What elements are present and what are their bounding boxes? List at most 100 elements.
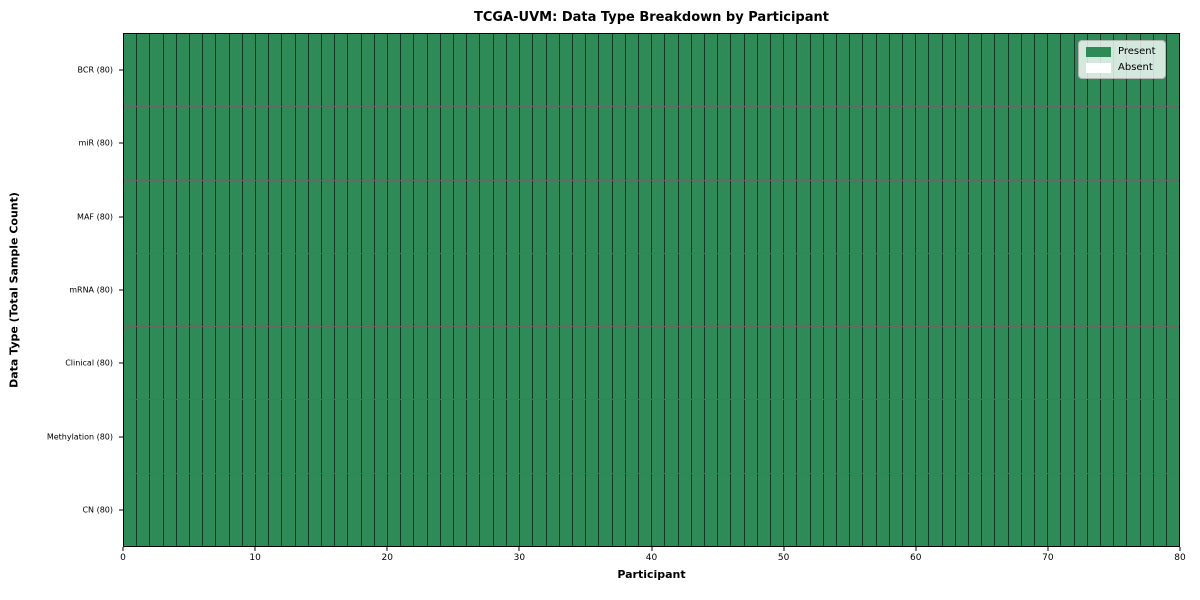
heatmap-cell — [1048, 400, 1062, 473]
heatmap-cell — [150, 400, 164, 473]
heatmap-row — [124, 107, 1180, 181]
heatmap-cell — [150, 180, 164, 253]
heatmap-cell — [1140, 473, 1154, 546]
heatmap-cell — [599, 253, 613, 327]
heatmap-cell — [1074, 107, 1088, 180]
heatmap-cell — [652, 107, 666, 180]
heatmap-cell — [1074, 253, 1088, 327]
heatmap-cell — [163, 180, 177, 253]
heatmap-cell — [691, 400, 705, 473]
heatmap-cell — [1035, 34, 1049, 107]
heatmap-cell — [836, 253, 851, 327]
heatmap-cell — [625, 34, 639, 107]
heatmap-cell — [388, 253, 402, 327]
heatmap-cell — [1140, 327, 1154, 400]
heatmap-cell — [969, 180, 983, 253]
heatmap-cell — [718, 327, 732, 400]
heatmap-cell — [467, 107, 481, 180]
heatmap-cell — [757, 180, 771, 253]
heatmap-cell — [546, 180, 560, 253]
heatmap-cell — [836, 34, 851, 107]
heatmap-cell — [229, 107, 243, 180]
heatmap-cell — [427, 253, 441, 327]
heatmap-cell — [1035, 473, 1049, 546]
heatmap-cell — [1140, 253, 1154, 327]
heatmap-cell — [902, 180, 917, 253]
heatmap-cell — [797, 253, 811, 327]
heatmap-cell — [308, 180, 323, 253]
heatmap-cell — [902, 400, 917, 473]
heatmap-cell — [256, 400, 270, 473]
heatmap-cell — [929, 34, 943, 107]
heatmap-cell — [1035, 253, 1049, 327]
legend-entry-label: Absent — [1118, 62, 1153, 73]
heatmap-cell — [836, 473, 851, 546]
heatmap-row — [124, 34, 1180, 108]
heatmap-cell — [731, 327, 745, 400]
heatmap-cell — [955, 34, 969, 107]
heatmap-cell — [388, 400, 402, 473]
heatmap-cell — [916, 253, 930, 327]
heatmap-cell — [520, 253, 534, 327]
heatmap-cell — [401, 327, 415, 400]
heatmap-cell — [625, 473, 639, 546]
heatmap-cell — [1074, 473, 1088, 546]
heatmap-cell — [401, 180, 415, 253]
x-tick-mark — [651, 547, 652, 551]
heatmap-cell — [256, 253, 270, 327]
heatmap-cell — [638, 327, 653, 400]
heatmap-cell — [1153, 180, 1168, 253]
y-tick-label: CN (80) — [82, 505, 113, 515]
heatmap-cell — [216, 107, 230, 180]
heatmap-cell — [572, 400, 587, 473]
y-axis: BCR (80) miR (80) MAF (80) mRNA (80) Clinica… — [0, 33, 123, 547]
heatmap-cell — [1061, 327, 1075, 400]
heatmap-cell — [1167, 473, 1180, 546]
heatmap-cell — [176, 253, 191, 327]
heatmap-cell — [533, 400, 547, 473]
heatmap-cell — [242, 327, 257, 400]
heatmap-cell — [454, 400, 468, 473]
heatmap-cell — [850, 253, 864, 327]
heatmap-cell — [691, 473, 705, 546]
heatmap-cell — [1114, 107, 1128, 180]
heatmap-cell — [427, 180, 441, 253]
plot-area — [123, 33, 1180, 547]
heatmap-cell — [797, 327, 811, 400]
heatmap-cell — [520, 400, 534, 473]
heatmap-cell — [916, 400, 930, 473]
heatmap-cell — [493, 327, 507, 400]
heatmap-cell — [269, 473, 283, 546]
heatmap-cell — [520, 34, 534, 107]
heatmap-cell — [1153, 327, 1168, 400]
heatmap-cell — [1021, 253, 1036, 327]
heatmap-cell — [454, 34, 468, 107]
heatmap-cell — [533, 34, 547, 107]
heatmap-cell — [546, 253, 560, 327]
chart-title: TCGA-UVM: Data Type Breakdown by Partici… — [474, 10, 829, 25]
x-tick-label: 80 — [1174, 553, 1186, 563]
heatmap-cell — [1140, 180, 1154, 253]
heatmap-cell — [506, 34, 521, 107]
heatmap-cell — [572, 473, 587, 546]
heatmap-cell — [876, 473, 890, 546]
heatmap-cell — [744, 107, 758, 180]
heatmap-cell — [863, 34, 877, 107]
heatmap-cell — [467, 473, 481, 546]
heatmap-cell — [176, 473, 191, 546]
heatmap-cell — [242, 34, 257, 107]
heatmap-cell — [546, 34, 560, 107]
heatmap-cell — [137, 400, 151, 473]
heatmap-cell — [770, 473, 785, 546]
heatmap-cell — [902, 34, 917, 107]
heatmap-cell — [520, 327, 534, 400]
heatmap-cell — [1074, 400, 1088, 473]
heatmap-cell — [718, 253, 732, 327]
heatmap-cell — [876, 327, 890, 400]
heatmap-cell — [520, 107, 534, 180]
heatmap-cell — [414, 473, 428, 546]
heatmap-cell — [401, 473, 415, 546]
heatmap-cell — [440, 400, 455, 473]
heatmap-cell — [176, 400, 191, 473]
y-tick-mark — [119, 362, 123, 364]
